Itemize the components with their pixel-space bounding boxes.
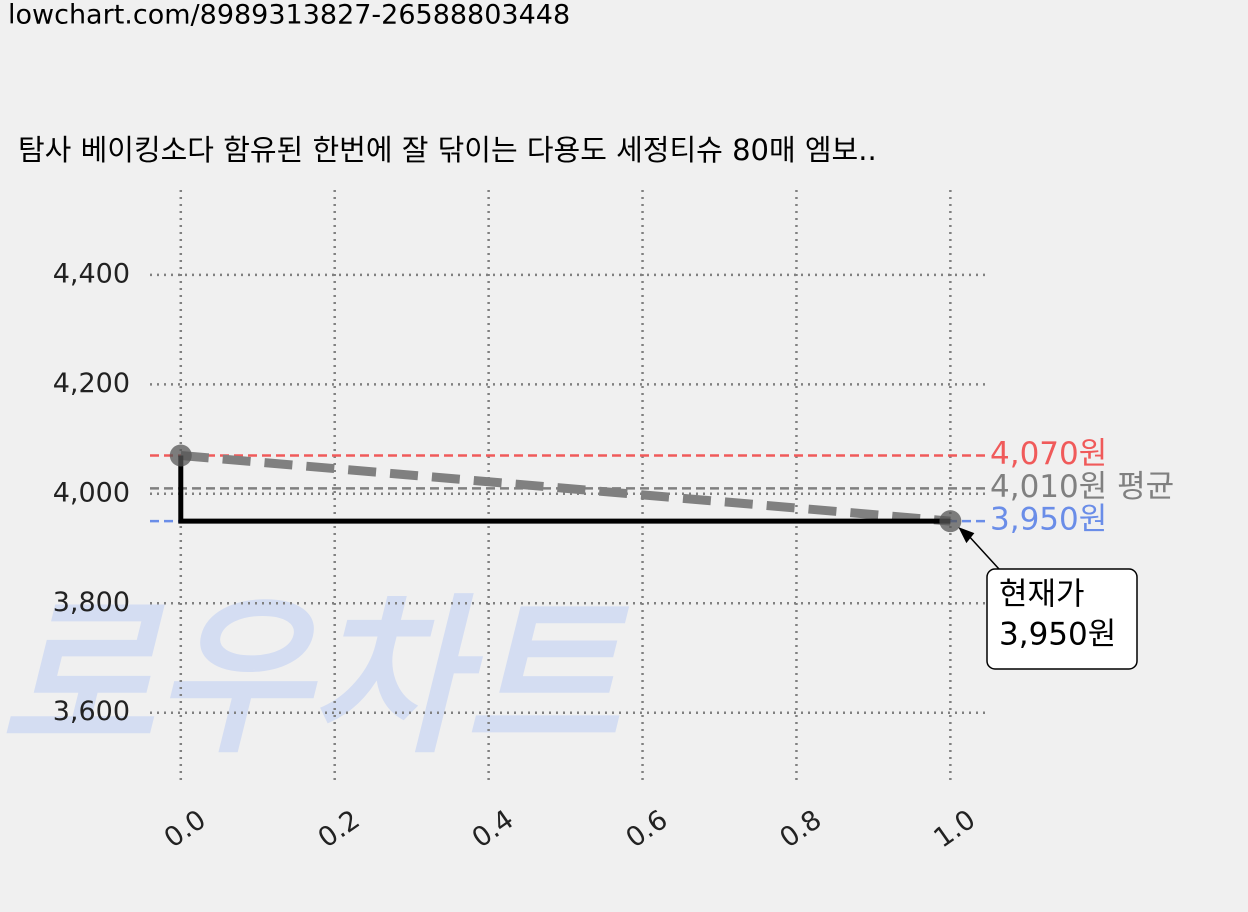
point-marker — [939, 510, 962, 533]
y-tick-label: 3,600 — [53, 696, 130, 727]
annotation-text: 현재가 — [999, 577, 1085, 613]
reference-label: 4,010원 평균 — [990, 469, 1174, 505]
watermark: 로우차트 — [0, 579, 630, 777]
trend-line — [180, 450, 951, 526]
reference-label: 3,950원 — [990, 502, 1107, 538]
chart-title: 탐사 베이킹소다 함유된 한번에 잘 닦이는 다용도 세정티슈 80매 엠보.. — [18, 133, 877, 167]
reference-label: 4,070원 — [990, 436, 1107, 472]
y-tick-label: 4,400 — [53, 258, 130, 289]
y-tick-label: 3,800 — [53, 587, 130, 618]
annotation-box — [986, 568, 1138, 670]
annotation-text: 3,950원 — [999, 617, 1116, 653]
annotation-arrowhead — [958, 527, 975, 544]
price-step-line — [178, 455, 951, 524]
y-tick-label: 4,000 — [53, 477, 130, 508]
y-tick-label: 4,200 — [53, 368, 130, 399]
point-marker — [169, 444, 192, 467]
url-header: lowchart.com/8989313827-26588803448 — [8, 0, 570, 31]
